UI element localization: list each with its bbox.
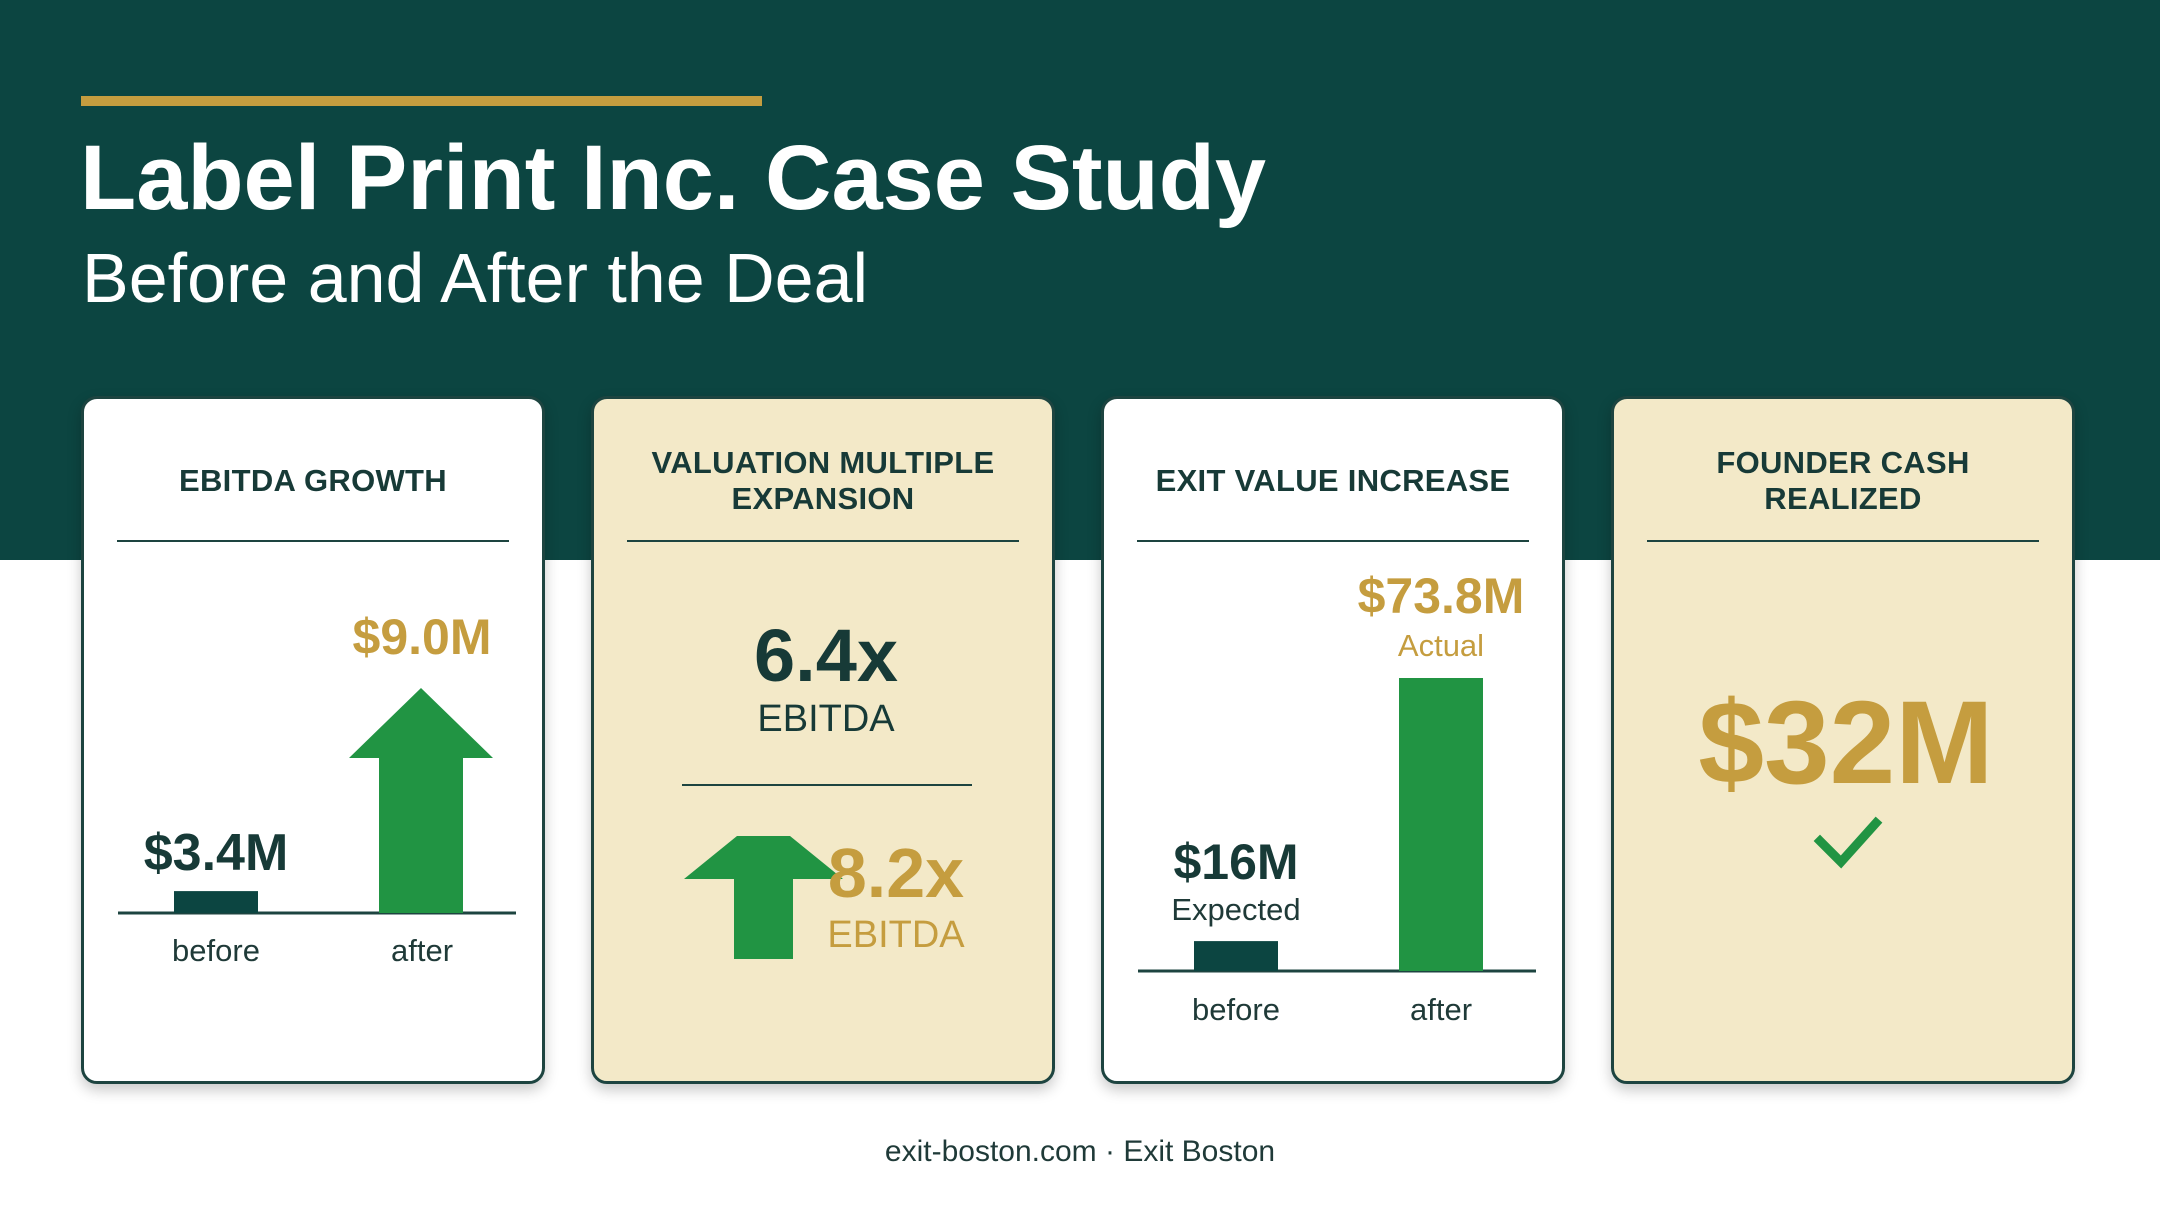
ebitda-chart: $3.4M $9.0M before after xyxy=(118,609,516,968)
bar-before xyxy=(1194,941,1278,971)
bar-after xyxy=(1399,678,1483,971)
tick-label-before: before xyxy=(172,933,260,968)
multiple-before-value: 6.4x xyxy=(754,614,898,697)
title-accent-rule xyxy=(81,96,762,106)
arrow-up-icon xyxy=(349,688,493,913)
multiple-after-caption: EBITDA xyxy=(827,914,965,956)
multiple-after-value: 8.2x xyxy=(828,834,964,912)
card-divider xyxy=(627,540,1019,542)
tick-label-after: after xyxy=(391,933,453,968)
multiple-stack: 6.4x EBITDA 8.2x EBITDA xyxy=(682,614,972,959)
card-title: FOUNDER CASH REALIZED xyxy=(1716,445,1970,516)
arrow-up-icon xyxy=(684,836,843,959)
founder-cash-figure: $32M xyxy=(1698,677,1994,869)
value-label-after: $73.8M xyxy=(1358,568,1525,624)
card-divider xyxy=(1137,540,1529,542)
card-divider xyxy=(117,540,509,542)
card-valuation-multiple: VALUATION MULTIPLE EXPANSION 6.4x EBITDA… xyxy=(591,396,1055,1084)
card-title: EBITDA GROWTH xyxy=(179,463,447,498)
tick-label-before: before xyxy=(1192,992,1280,1027)
page-subtitle: Before and After the Deal xyxy=(82,239,869,317)
card-divider xyxy=(1647,540,2039,542)
page-title: Label Print Inc. Case Study xyxy=(80,127,1267,229)
card-founder-cash: FOUNDER CASH REALIZED $32M xyxy=(1611,396,2075,1084)
value-caption-before: Expected xyxy=(1171,892,1300,927)
card-exit-value: EXIT VALUE INCREASE $16M Expected $73.8M… xyxy=(1101,396,1565,1084)
card-ebitda-growth: EBITDA GROWTH $3.4M $9.0M before after xyxy=(81,396,545,1084)
check-icon xyxy=(1813,816,1883,869)
value-label-before: $3.4M xyxy=(144,824,289,882)
card-title: EXIT VALUE INCREASE xyxy=(1155,463,1511,498)
bar-before xyxy=(174,891,258,913)
exit-value-chart: $16M Expected $73.8M Actual before after xyxy=(1138,568,1536,1027)
value-caption-after: Actual xyxy=(1398,628,1484,663)
card-title: VALUATION MULTIPLE EXPANSION xyxy=(651,445,995,516)
tick-label-after: after xyxy=(1410,992,1472,1027)
value-label-before: $16M xyxy=(1173,834,1298,890)
multiple-before-caption: EBITDA xyxy=(757,698,895,740)
footer-credit: exit-boston.com · Exit Boston xyxy=(884,1135,1276,1168)
value-label-after: $9.0M xyxy=(353,609,492,665)
founder-cash-value: $32M xyxy=(1698,677,1993,809)
